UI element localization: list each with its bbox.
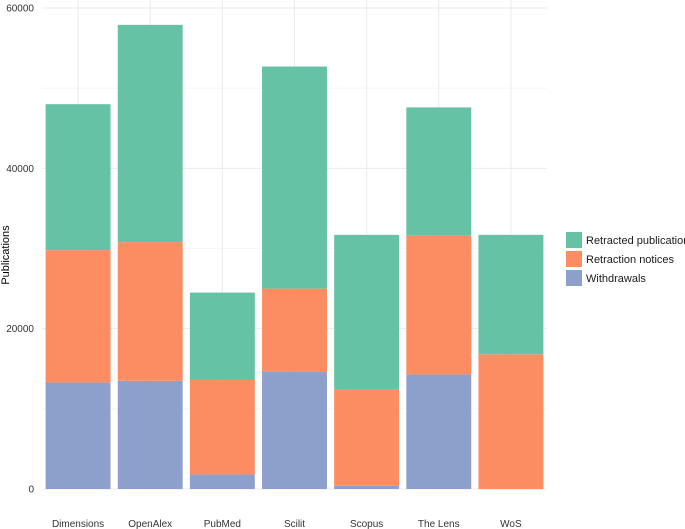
bar-segment-retraction-notices bbox=[262, 288, 327, 372]
bar-segment-withdrawals bbox=[262, 371, 327, 489]
axis-layer: Dimensions OpenAlex PubMed Scilit Scopus The … bbox=[6, 4, 522, 529]
bar-segment-withdrawals bbox=[334, 485, 400, 489]
bar-segment-retracted-publications bbox=[406, 107, 472, 236]
x-tick-label: Scilit bbox=[284, 519, 305, 529]
bar-segment-retracted-publications bbox=[189, 292, 255, 380]
bar-segment-retraction-notices bbox=[117, 242, 183, 381]
legend-key-withdrawals bbox=[566, 270, 582, 286]
bar-segment-retracted-publications bbox=[478, 234, 544, 355]
bar-segment-retraction-notices bbox=[189, 379, 255, 475]
x-tick-label: PubMed bbox=[204, 519, 241, 529]
legend-label-retracted-publications: Retracted publications bbox=[586, 235, 685, 247]
y-tick-label: 20000 bbox=[6, 324, 34, 335]
bar-segment-retracted-publications bbox=[334, 234, 400, 390]
y-axis-title: Publications bbox=[0, 225, 12, 285]
bar-segment-retracted-publications bbox=[117, 24, 183, 243]
legend-label-retraction-notices: Retraction notices bbox=[586, 254, 675, 266]
bar-layer bbox=[45, 24, 544, 489]
legend: Retracted publications Retraction notices… bbox=[566, 232, 685, 286]
bar-segment-retraction-notices bbox=[334, 389, 400, 486]
y-tick-label: 40000 bbox=[6, 164, 34, 175]
x-tick-label: OpenAlex bbox=[128, 519, 172, 529]
bar-segment-withdrawals bbox=[406, 374, 472, 489]
y-tick-label: 60000 bbox=[6, 4, 34, 15]
bar-segment-retracted-publications bbox=[45, 104, 111, 251]
bar-segment-retraction-notices bbox=[478, 354, 544, 489]
x-tick-label: WoS bbox=[500, 519, 522, 529]
legend-key-retracted-publications bbox=[566, 232, 582, 248]
x-tick-label: The Lens bbox=[418, 519, 460, 529]
bar-segment-withdrawals bbox=[189, 474, 255, 489]
bar-segment-withdrawals bbox=[45, 382, 111, 489]
x-tick-label: Dimensions bbox=[52, 519, 104, 529]
legend-key-retraction-notices bbox=[566, 251, 582, 267]
bar-segment-retracted-publications bbox=[262, 66, 327, 289]
x-tick-label: Scopus bbox=[350, 519, 383, 529]
y-tick-label: 0 bbox=[28, 485, 34, 496]
bar-segment-retraction-notices bbox=[45, 250, 111, 383]
bar-segment-withdrawals bbox=[117, 380, 183, 489]
bar-segment-retraction-notices bbox=[406, 235, 472, 375]
legend-label-withdrawals: Withdrawals bbox=[586, 273, 646, 285]
